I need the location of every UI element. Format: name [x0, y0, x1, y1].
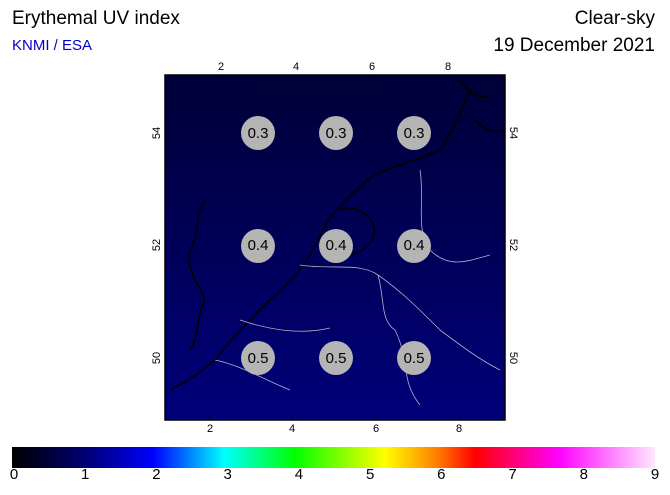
uv-value: 0.4 — [248, 237, 269, 254]
value-marker — [397, 341, 431, 375]
colorbar — [12, 447, 655, 468]
value-marker — [397, 229, 431, 263]
uv-value: 0.4 — [404, 237, 425, 254]
source: KNMI / ESA — [12, 37, 92, 54]
map: 2 4 6 8 2 4 6 8 54 52 50 54 52 50 0.3 0.3 0.3 0.4 0.4 0.4 0.… — [151, 61, 519, 435]
value-marker — [397, 116, 431, 150]
uv-value: 0.3 — [404, 125, 425, 142]
colorbar-label: 1 — [81, 466, 89, 483]
coastlines — [169, 79, 506, 391]
uv-value: 0.5 — [248, 350, 269, 367]
value-marker — [319, 229, 353, 263]
bottom-tick-label: 4 — [289, 423, 295, 435]
value-marker — [241, 229, 275, 263]
left-tick-label: 54 — [151, 127, 163, 139]
uv-value: 0.3 — [248, 125, 269, 142]
uv-value: 0.4 — [326, 237, 347, 254]
uv-value: 0.3 — [326, 125, 347, 142]
map-labels: 2 4 6 8 2 4 6 8 54 52 50 54 52 50 0.3 0.3 0.3 0.4 0.4 0.4 0.… — [151, 61, 519, 435]
colorbar-label: 4 — [295, 466, 303, 483]
colorbar-label: 3 — [223, 466, 231, 483]
value-marker — [319, 341, 353, 375]
top-tick-label: 8 — [445, 61, 451, 73]
colorbar-label: 2 — [152, 466, 160, 483]
bottom-tick-label: 6 — [373, 423, 379, 435]
uv-value: 0.5 — [404, 350, 425, 367]
bottom-tick-label: 2 — [207, 423, 213, 435]
top-tick-label: 6 — [369, 61, 375, 73]
right-tick-label: 54 — [507, 127, 519, 139]
right-tick-label: 52 — [507, 239, 519, 251]
colorbar-label: 7 — [508, 466, 516, 483]
sky-condition: Clear-sky — [575, 8, 656, 29]
value-marker — [241, 116, 275, 150]
left-tick-label: 50 — [151, 352, 163, 364]
right-tick-label: 50 — [507, 352, 519, 364]
colorbar-label: 6 — [437, 466, 445, 483]
map-frame — [164, 74, 506, 421]
date: 19 December 2021 — [493, 35, 655, 56]
bottom-tick-label: 8 — [456, 423, 462, 435]
colorbar-labels: 0 1 2 3 4 5 6 7 8 9 — [10, 466, 659, 483]
colorbar-label: 5 — [366, 466, 374, 483]
value-marker — [241, 341, 275, 375]
title: Erythemal UV index — [12, 8, 180, 29]
uv-value: 0.5 — [326, 350, 347, 367]
top-tick-label: 4 — [293, 61, 299, 73]
top-tick-label: 2 — [218, 61, 224, 73]
colorbar-label: 0 — [10, 466, 18, 483]
colorbar-label: 8 — [580, 466, 588, 483]
colorbar-label: 9 — [651, 466, 659, 483]
left-tick-label: 52 — [151, 239, 163, 251]
value-marker — [319, 116, 353, 150]
